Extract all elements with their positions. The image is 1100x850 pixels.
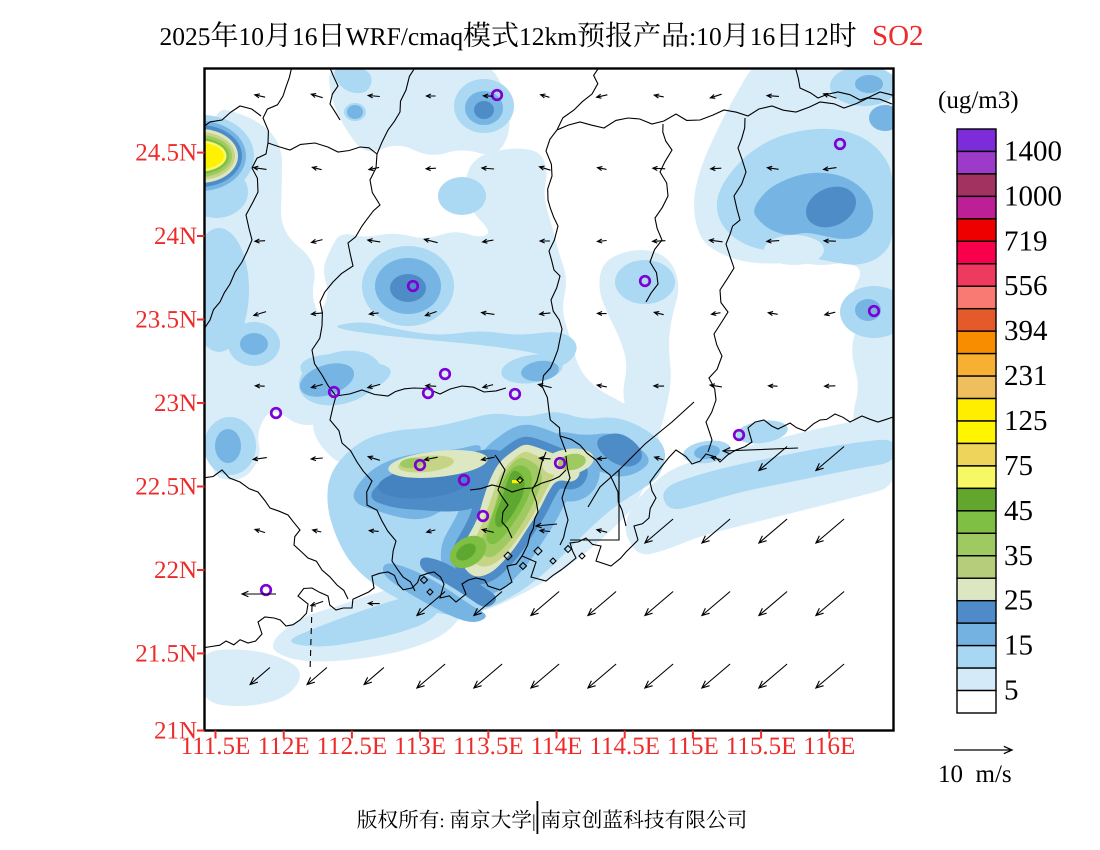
svg-text:22N: 22N	[154, 557, 197, 584]
svg-text:15: 15	[1004, 630, 1033, 662]
svg-text:719: 719	[1004, 225, 1048, 257]
svg-text:24.5N: 24.5N	[135, 140, 197, 167]
svg-text:114.5E: 114.5E	[589, 733, 660, 760]
svg-text::: :	[440, 811, 450, 831]
svg-text:75: 75	[1004, 450, 1033, 482]
svg-text:113.5E: 113.5E	[453, 733, 524, 760]
svg-text:115E: 115E	[667, 733, 719, 760]
svg-text:111.5E: 111.5E	[181, 733, 251, 760]
svg-text:12km: 12km	[519, 22, 577, 51]
svg-text:WRF/cmaq: WRF/cmaq	[346, 22, 464, 51]
svg-text:2025: 2025	[160, 22, 211, 51]
svg-text:10 m/s: 10 m/s	[938, 761, 1012, 788]
svg-text:112.5E: 112.5E	[317, 733, 388, 760]
svg-text:21.5N: 21.5N	[135, 640, 197, 667]
svg-text:556: 556	[1004, 270, 1048, 302]
svg-text::: :	[689, 22, 696, 51]
svg-text:16: 16	[750, 22, 776, 51]
svg-text:10: 10	[239, 22, 265, 51]
svg-text:5: 5	[1004, 675, 1019, 707]
svg-text:112E: 112E	[258, 733, 310, 760]
svg-text:21N: 21N	[154, 718, 197, 745]
svg-text:25: 25	[1004, 585, 1033, 617]
svg-text:23.5N: 23.5N	[135, 307, 197, 334]
svg-text:10: 10	[696, 22, 722, 51]
svg-text:113E: 113E	[394, 733, 446, 760]
svg-text:|: |	[532, 811, 540, 831]
svg-text:114E: 114E	[531, 733, 583, 760]
svg-text:115.5E: 115.5E	[726, 733, 797, 760]
svg-text:394: 394	[1004, 315, 1048, 347]
svg-text:22.5N: 22.5N	[135, 474, 197, 501]
svg-text:125: 125	[1004, 405, 1048, 437]
svg-text:24N: 24N	[154, 223, 197, 250]
svg-text:(ug/m3): (ug/m3)	[938, 87, 1019, 114]
svg-text:116E: 116E	[803, 733, 855, 760]
svg-text:SO2: SO2	[865, 20, 924, 52]
svg-text:12: 12	[803, 22, 829, 51]
svg-text:231: 231	[1004, 360, 1048, 392]
svg-text:16: 16	[292, 22, 318, 51]
svg-text:1000: 1000	[1004, 180, 1062, 212]
svg-text:35: 35	[1004, 540, 1033, 572]
svg-text:1400: 1400	[1004, 136, 1062, 168]
svg-text:45: 45	[1004, 495, 1033, 527]
svg-text:23N: 23N	[154, 390, 197, 417]
